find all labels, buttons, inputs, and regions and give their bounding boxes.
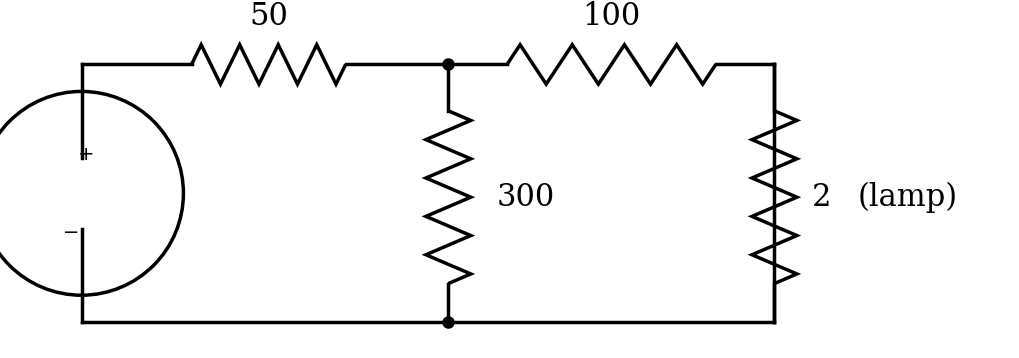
Text: +: +: [78, 145, 95, 164]
Text: 2: 2: [812, 182, 832, 213]
Text: −: −: [63, 223, 79, 242]
Text: (lamp): (lamp): [858, 182, 958, 213]
Text: 100: 100: [582, 1, 641, 32]
Text: 50: 50: [250, 1, 288, 32]
Text: 300: 300: [496, 182, 554, 213]
